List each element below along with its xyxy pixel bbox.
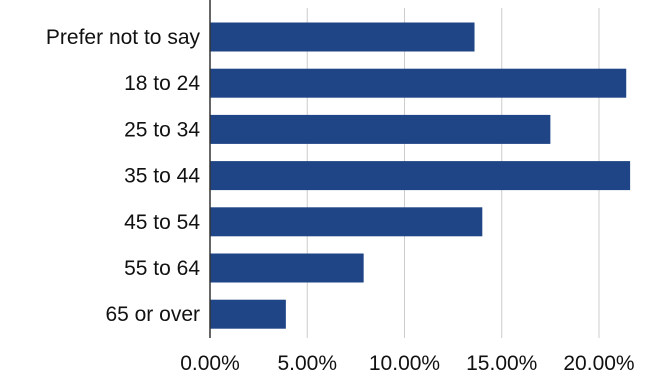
bar-4 bbox=[210, 207, 483, 237]
bar-2 bbox=[210, 114, 551, 144]
x-tick-labels: 0.00% 5.00% 10.00% 15.00% 20.00% bbox=[180, 352, 634, 375]
category-label-0: Prefer not to say bbox=[46, 26, 201, 49]
bar-6 bbox=[210, 299, 286, 329]
x-tick-label-1: 5.00% bbox=[277, 352, 337, 375]
x-tick-label-0: 0.00% bbox=[180, 352, 240, 375]
bar-1 bbox=[210, 68, 627, 98]
bars bbox=[210, 22, 631, 329]
category-label-1: 18 to 24 bbox=[124, 72, 200, 95]
category-labels: Prefer not to say 18 to 24 25 to 34 35 to 4… bbox=[46, 26, 201, 326]
x-tick-label-2: 10.00% bbox=[369, 352, 440, 375]
x-tick-label-4: 20.00% bbox=[563, 352, 634, 375]
category-label-4: 45 to 54 bbox=[124, 211, 200, 234]
category-label-2: 25 to 34 bbox=[124, 118, 200, 141]
bar-5 bbox=[210, 253, 364, 283]
x-tick-label-3: 15.00% bbox=[466, 352, 537, 375]
bar-3 bbox=[210, 161, 631, 191]
category-label-6: 65 or over bbox=[105, 303, 200, 326]
category-label-5: 55 to 64 bbox=[124, 257, 200, 280]
bar-0 bbox=[210, 22, 475, 52]
category-label-3: 35 to 44 bbox=[124, 165, 200, 188]
